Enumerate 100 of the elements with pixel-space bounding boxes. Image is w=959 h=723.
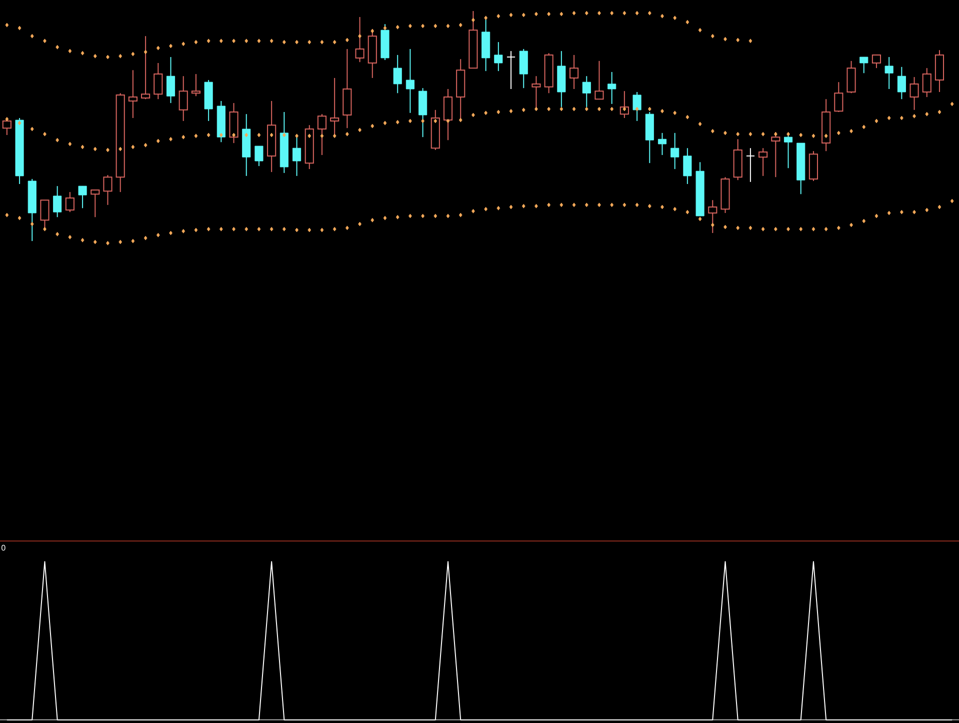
point (43, 38, 46, 44)
point (68, 48, 72, 54)
candlestick (154, 62, 163, 100)
candlestick (178, 76, 188, 122)
point (673, 16, 677, 20)
point (686, 20, 690, 24)
point (534, 12, 538, 16)
point (635, 10, 639, 16)
point (408, 24, 412, 28)
point (421, 24, 424, 28)
point (472, 18, 475, 22)
point (118, 54, 122, 58)
point (270, 38, 274, 44)
candlestick (872, 54, 881, 69)
point (547, 12, 551, 16)
point (396, 24, 400, 30)
point (106, 54, 110, 60)
point (724, 36, 727, 42)
point (496, 14, 500, 18)
point (610, 10, 614, 16)
point (244, 38, 248, 44)
point (93, 54, 97, 58)
point (194, 40, 198, 44)
candlestick (40, 200, 50, 230)
candlestick (683, 148, 692, 184)
point (560, 12, 564, 16)
candlestick (53, 186, 62, 218)
point (206, 38, 210, 44)
candlestick (834, 82, 844, 113)
candlestick (443, 88, 453, 141)
candlestick (166, 56, 176, 104)
candlestick (746, 148, 755, 182)
candlestick (910, 76, 919, 110)
point (80, 50, 84, 56)
point (156, 46, 160, 50)
point (257, 38, 261, 44)
point (169, 44, 172, 48)
point (332, 40, 336, 44)
candlestick (922, 68, 932, 98)
point (182, 42, 186, 46)
candlestick (884, 56, 894, 90)
point (282, 40, 286, 44)
candlestick (670, 132, 680, 170)
point (748, 38, 752, 44)
point (572, 10, 576, 16)
point (370, 28, 374, 34)
point (710, 34, 714, 38)
candlestick (393, 54, 402, 94)
candlestick (78, 186, 87, 209)
candlestick (254, 146, 264, 167)
candlestick (758, 148, 768, 176)
point (18, 26, 22, 30)
point (383, 26, 387, 30)
point (434, 24, 438, 28)
point (308, 40, 312, 44)
point (5, 22, 9, 28)
candlestick (519, 48, 528, 89)
candlestick (141, 36, 150, 100)
point (358, 34, 362, 38)
point (484, 16, 488, 20)
candlestick (406, 48, 414, 114)
point (446, 24, 450, 28)
candlestick (860, 56, 868, 74)
candlestick (128, 70, 138, 118)
point (660, 14, 664, 18)
candlestick (494, 42, 503, 72)
point (622, 10, 626, 16)
candlestick (658, 132, 667, 156)
candlestick (191, 74, 200, 97)
point (648, 10, 652, 16)
point (232, 38, 236, 44)
point (598, 10, 601, 16)
point (345, 38, 349, 42)
point (56, 44, 60, 50)
point (30, 34, 34, 38)
candlestick (569, 54, 579, 90)
point (295, 40, 298, 44)
candlestick (103, 174, 112, 206)
candlestick (418, 88, 428, 138)
candlestick (708, 200, 718, 234)
point (584, 10, 588, 16)
candlestick (846, 60, 856, 94)
point (144, 50, 148, 54)
point (458, 22, 462, 28)
candlestick (632, 91, 642, 122)
candlestick (506, 50, 516, 90)
candlestick (90, 189, 100, 218)
point (131, 52, 135, 56)
point (320, 40, 324, 44)
point (522, 12, 526, 18)
point (736, 38, 740, 42)
point (219, 38, 223, 44)
candlestick (355, 16, 364, 63)
candlestick (594, 60, 604, 100)
point (509, 12, 513, 18)
candlestick (784, 132, 793, 169)
candlestick (608, 71, 616, 104)
candlestick (65, 192, 74, 213)
point (698, 28, 702, 32)
candlestick (897, 66, 906, 100)
